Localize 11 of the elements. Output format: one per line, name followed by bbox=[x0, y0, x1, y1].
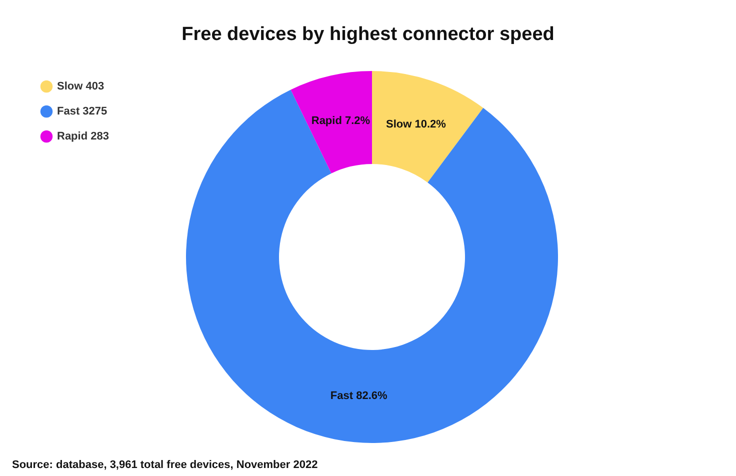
legend-label: Slow 403 bbox=[57, 80, 104, 92]
legend-label: Fast 3275 bbox=[57, 106, 108, 118]
source-note: Source: database, 3,961 total free devices, November 2022 bbox=[12, 459, 318, 471]
legend-label: Rapid 283 bbox=[57, 130, 109, 142]
data-label: Rapid 7.2% bbox=[311, 115, 370, 128]
chart-title: Free devices by highest connector speed bbox=[182, 24, 554, 45]
donut-slice bbox=[186, 90, 558, 443]
donut-slice bbox=[290, 71, 372, 174]
donut-slice bbox=[372, 71, 484, 182]
data-label: Slow 10.2% bbox=[386, 118, 446, 131]
data-label: Fast 82.6% bbox=[330, 390, 388, 402]
